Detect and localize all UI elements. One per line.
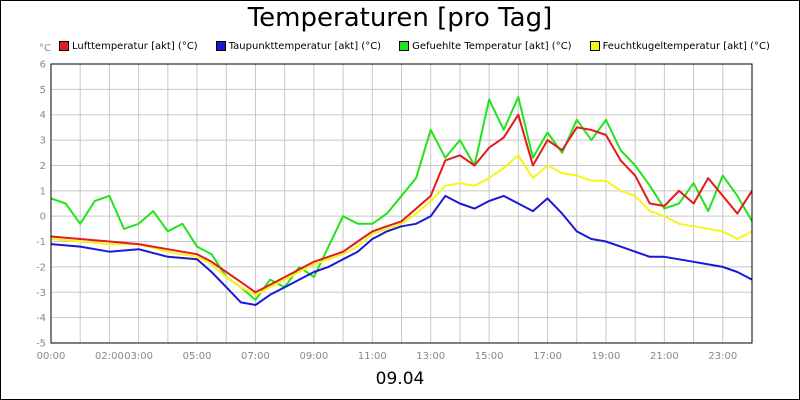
y-tick-label: -5 [36,339,46,350]
date-label: 09.04 [375,369,425,389]
series-line-2 [50,194,753,306]
y-tick-label: -2 [36,262,46,273]
y-tick-label: 4 [40,110,46,121]
y-tick-label: -3 [36,288,46,299]
legend-item-feuchtkugeltemperatur: Feuchtkugeltemperatur [akt] (°C) [589,40,770,52]
x-tick-label: 02:00 [95,351,124,362]
y-axis-unit: °C [39,43,51,54]
legend-swatch-lufttemperatur [59,41,69,51]
chart-title: Temperaturen [pro Tag] [247,3,553,33]
legend-swatch-taupunkttemperatur [215,41,226,51]
x-tick-label: 09:00 [299,351,328,362]
y-tick-label: 3 [40,136,46,147]
x-tick-label: 00:00 [37,351,66,362]
legend-item-taupunkttemperatur: Taupunkttemperatur [akt] (°C) [215,40,382,52]
legend: Lufttemperatur [akt] (°C) Taupunkttemper… [59,39,788,53]
x-tick-label: 15:00 [475,351,504,362]
y-tick-label: -1 [36,237,46,248]
legend-label-lufttemperatur: Lufttemperatur [akt] (°C) [72,40,198,52]
series-line-4 [50,154,753,296]
series-line-3 [50,96,753,301]
y-tick-label: 5 [40,85,46,96]
legend-item-lufttemperatur: Lufttemperatur [akt] (°C) [59,41,198,52]
legend-label-taupunkttemperatur: Taupunkttemperatur [akt] (°C) [228,40,382,52]
x-tick-label: 05:00 [183,351,212,362]
y-tick-label: 6 [40,60,46,71]
plot-border [50,63,753,344]
legend-item-gefuehlte-temperatur: Gefuehlte Temperatur [akt] (°C) [399,40,572,52]
legend-swatch-gefuehlte-temperatur [399,41,410,51]
x-tick-label: 21:00 [650,351,679,362]
series-line-1 [50,113,753,294]
y-tick-label: 0 [40,212,46,223]
y-tick-label: 1 [40,186,46,197]
legend-label-gefuehlte-temperatur: Gefuehlte Temperatur [akt] (°C) [412,40,572,52]
legend-label-feuchtkugeltemperatur: Feuchtkugeltemperatur [akt] (°C) [602,40,770,52]
x-tick-label: 17:00 [533,351,562,362]
x-tick-label: 19:00 [592,351,621,362]
x-tick-label: 13:00 [416,351,445,362]
x-tick-label: 07:00 [241,351,270,362]
x-tick-label: 11:00 [358,351,387,362]
x-tick-label: 03:00 [124,351,153,362]
y-tick-label: -4 [36,313,46,324]
y-tick-label: 2 [40,161,46,172]
legend-swatch-feuchtkugeltemperatur [589,41,600,51]
x-tick-label: 23:00 [708,351,737,362]
